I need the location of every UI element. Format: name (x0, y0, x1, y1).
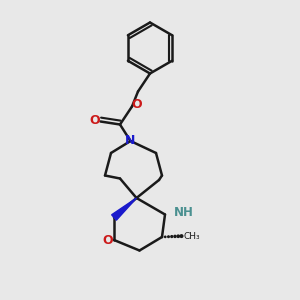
Text: N: N (125, 134, 136, 148)
Circle shape (174, 236, 176, 237)
Polygon shape (112, 198, 136, 220)
Circle shape (180, 235, 183, 237)
Text: O: O (103, 234, 113, 248)
Text: NH: NH (173, 206, 193, 220)
Circle shape (171, 236, 173, 238)
Circle shape (168, 236, 169, 238)
Text: CH₃: CH₃ (183, 232, 200, 241)
Text: O: O (131, 98, 142, 111)
Circle shape (177, 235, 179, 237)
Circle shape (165, 236, 166, 238)
Text: O: O (90, 114, 101, 127)
Circle shape (161, 236, 163, 238)
